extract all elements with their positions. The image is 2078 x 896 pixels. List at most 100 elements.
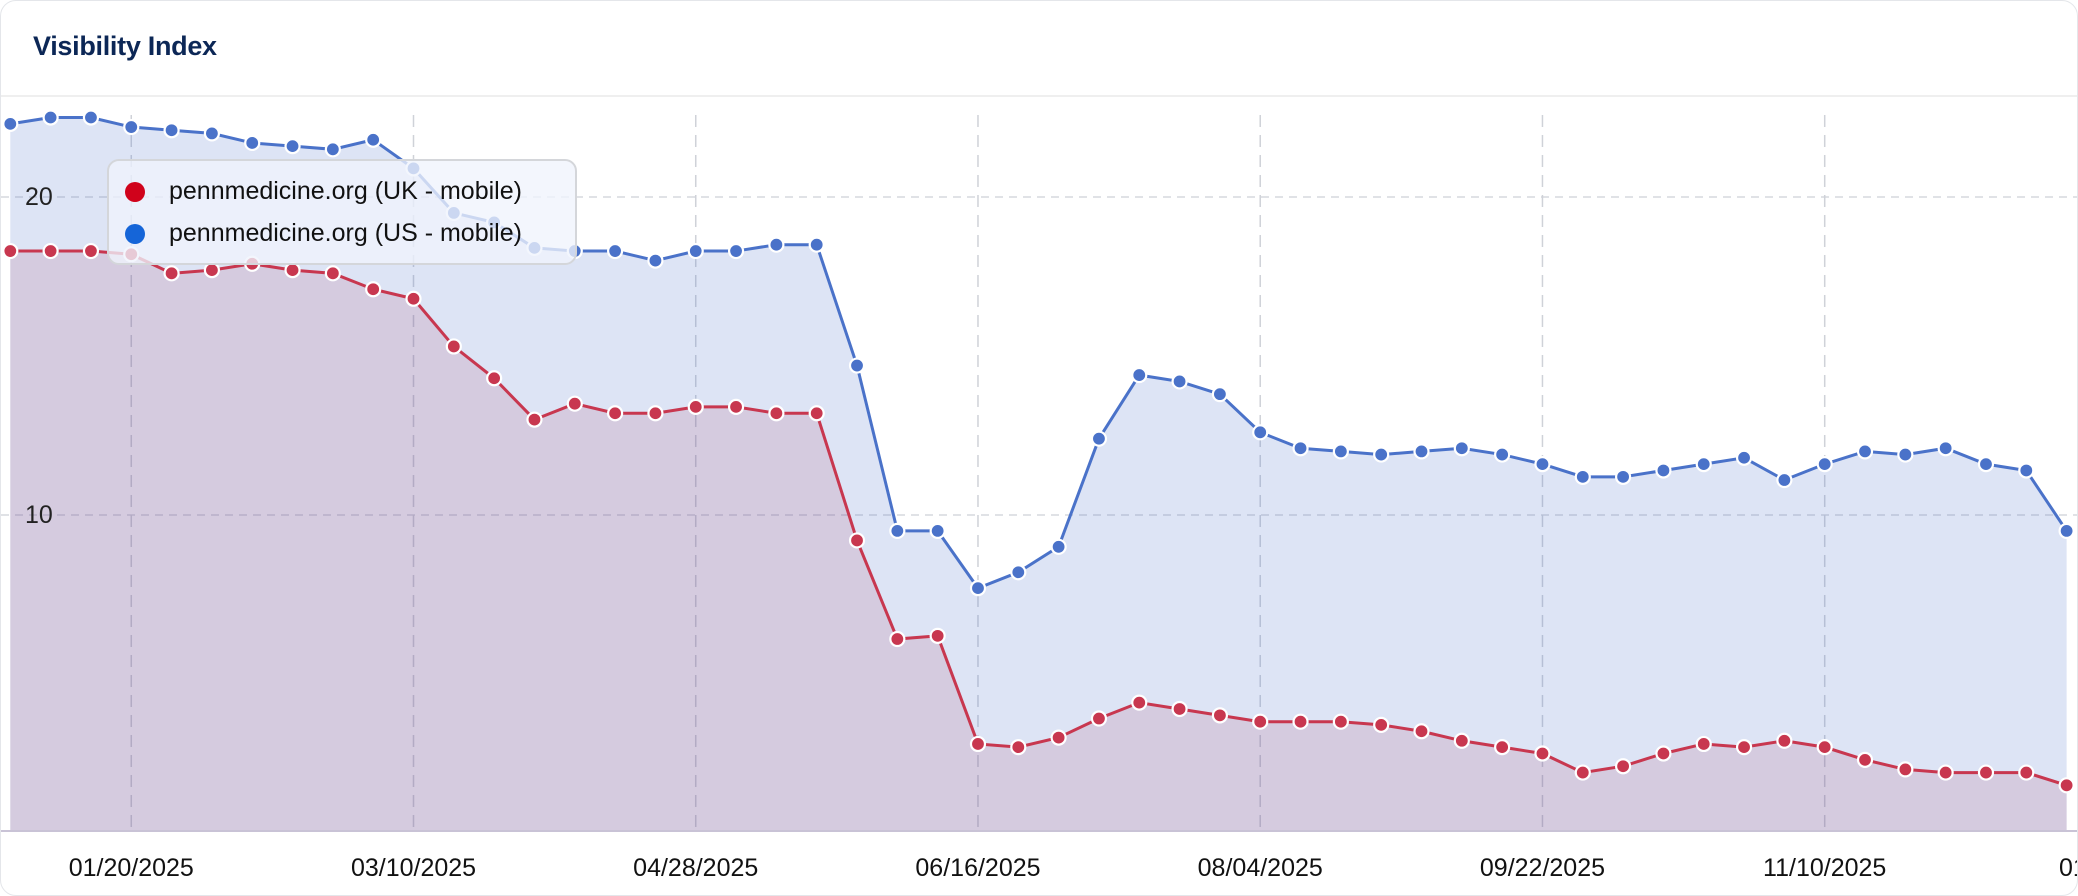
us-data-point [203,125,220,142]
us-data-point [1050,538,1067,555]
us-data-point [1413,443,1430,460]
uk-data-point [647,405,664,422]
uk-data-point [1211,707,1229,724]
uk-data-point [365,281,382,298]
x-tick-label: 04/28/2025 [633,854,758,882]
us-data-point [324,141,341,158]
uk-data-point [1292,713,1309,730]
us-data-point [969,580,987,597]
us-data-point [647,252,664,269]
us-data-point [1695,456,1712,473]
y-tick-label: 10 [25,501,53,529]
uk-series-dot-icon [125,181,145,202]
uk-data-point [1776,732,1793,749]
uk-data-point [1695,735,1712,753]
us-data-point [808,236,825,253]
legend-item-us[interactable]: pennmedicine.org (US - mobile) [125,219,522,248]
us-data-point [1897,446,1914,463]
us-data-point [1937,440,1954,457]
x-tick-label: 03/10/2025 [351,854,476,882]
uk-data-point [1373,716,1390,733]
us-data-point [889,522,906,540]
uk-data-point [1453,732,1470,749]
us-data-point [82,109,100,126]
uk-data-point [1252,713,1269,730]
uk-data-point [1494,739,1511,756]
card-title: Visibility Index [33,31,217,61]
uk-data-point [526,411,543,428]
us-data-point [1494,446,1511,463]
uk-data-point [1171,700,1188,718]
uk-data-point [405,290,422,307]
us-data-point [1090,430,1108,447]
uk-data-point [203,262,220,279]
us-data-point [123,118,140,136]
us-data-point [2018,462,2035,479]
uk-data-point [2058,777,2075,794]
uk-data-point [2,242,19,260]
uk-area [10,251,2067,831]
header-divider [1,95,2077,97]
uk-data-point [324,265,341,282]
us-data-point [2058,522,2075,540]
uk-data-point [1977,764,1995,781]
uk-data-point [284,262,301,279]
uk-data-point [1534,745,1551,762]
uk-data-point [445,338,462,355]
x-tick-label: 01/ [2059,854,2078,882]
us-data-point [1332,443,1349,460]
uk-data-point [687,398,704,415]
us-data-point [244,134,261,152]
chart-legend: pennmedicine.org (UK - mobile) pennmedic… [107,159,577,265]
uk-data-point [606,405,624,422]
uk-data-point [1413,723,1430,740]
us-data-point [163,122,180,139]
uk-data-point [768,405,785,422]
us-data-point [2,115,19,132]
us-data-point [1856,443,1874,460]
uk-data-point [1856,751,1874,768]
us-data-point [1977,456,1995,473]
uk-data-point [1735,739,1753,756]
uk-data-point [727,398,745,415]
y-tick-label: 20 [25,183,53,211]
uk-data-point [1131,694,1148,711]
us-line [10,116,2068,590]
uk-data-point [566,395,583,412]
us-data-point [848,357,866,374]
us-data-point [1131,366,1148,384]
us-data-point [1292,440,1309,457]
uk-data-point [163,265,180,282]
x-tick-label: 08/04/2025 [1198,854,1323,882]
us-data-point [727,242,745,260]
x-tick-label: 09/22/2025 [1480,854,1605,882]
uk-data-point [42,242,59,260]
us-data-point [1211,386,1229,403]
uk-line [10,249,2068,787]
us-data-point [284,138,301,155]
us-data-point [1171,373,1188,390]
legend-item-uk[interactable]: pennmedicine.org (UK - mobile) [125,177,522,206]
uk-data-point [889,630,906,648]
us-data-point [1816,456,1833,473]
us-series-dot-icon [125,223,145,244]
legend-label-us: pennmedicine.org (US - mobile) [169,219,522,247]
x-tick-label: 11/10/2025 [1763,854,1886,882]
uk-data-point [929,627,946,644]
us-data-point [365,131,382,148]
uk-data-point [1816,739,1833,756]
uk-data-point [1614,758,1632,775]
uk-data-point [808,405,825,422]
us-data-point [1010,564,1027,581]
legend-label-uk: pennmedicine.org (UK - mobile) [169,177,522,205]
uk-data-point [1090,710,1108,727]
us-data-point [768,236,785,253]
uk-data-point [969,735,987,753]
us-data-point [606,242,624,260]
us-data-point [1252,424,1269,441]
uk-data-point [848,532,866,549]
uk-data-point [1655,745,1672,762]
x-tick-label: 01/20/2025 [69,854,194,882]
us-data-point [1373,446,1390,463]
